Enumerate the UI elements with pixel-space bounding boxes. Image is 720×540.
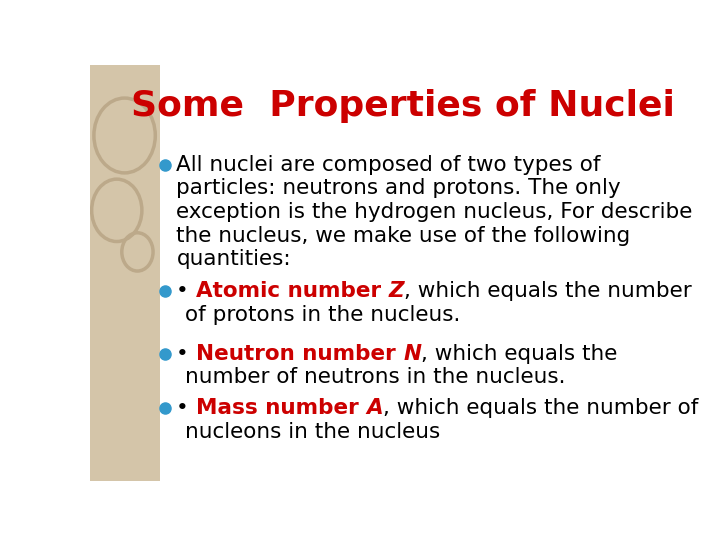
Text: number of neutrons in the nucleus.: number of neutrons in the nucleus. (185, 368, 565, 388)
Text: •: • (176, 344, 196, 364)
Bar (90, 65, 160, 481)
Text: the nucleus, we make use of the following: the nucleus, we make use of the followin… (176, 226, 631, 246)
Text: •: • (176, 281, 196, 301)
Text: All nuclei are composed of two types of: All nuclei are composed of two types of (176, 154, 601, 174)
Text: , which equals the: , which equals the (421, 344, 618, 364)
Text: particles: neutrons and protons. The only: particles: neutrons and protons. The onl… (176, 178, 621, 198)
Text: Atomic number: Atomic number (196, 281, 389, 301)
Text: , which equals the number of: , which equals the number of (383, 398, 698, 418)
Text: nucleons in the nucleus: nucleons in the nucleus (185, 422, 440, 442)
Text: quantities:: quantities: (176, 249, 291, 269)
Text: Neutron number: Neutron number (196, 344, 403, 364)
Text: Some  Properties of Nuclei: Some Properties of Nuclei (130, 90, 675, 123)
Text: of protons in the nucleus.: of protons in the nucleus. (185, 305, 460, 325)
Text: Z: Z (389, 281, 405, 301)
Text: Mass number: Mass number (196, 398, 366, 418)
Text: , which equals the number: , which equals the number (405, 281, 692, 301)
Text: A: A (366, 398, 383, 418)
Text: •: • (176, 398, 196, 418)
Text: N: N (403, 344, 421, 364)
Text: exception is the hydrogen nucleus, For describe: exception is the hydrogen nucleus, For d… (176, 202, 693, 222)
